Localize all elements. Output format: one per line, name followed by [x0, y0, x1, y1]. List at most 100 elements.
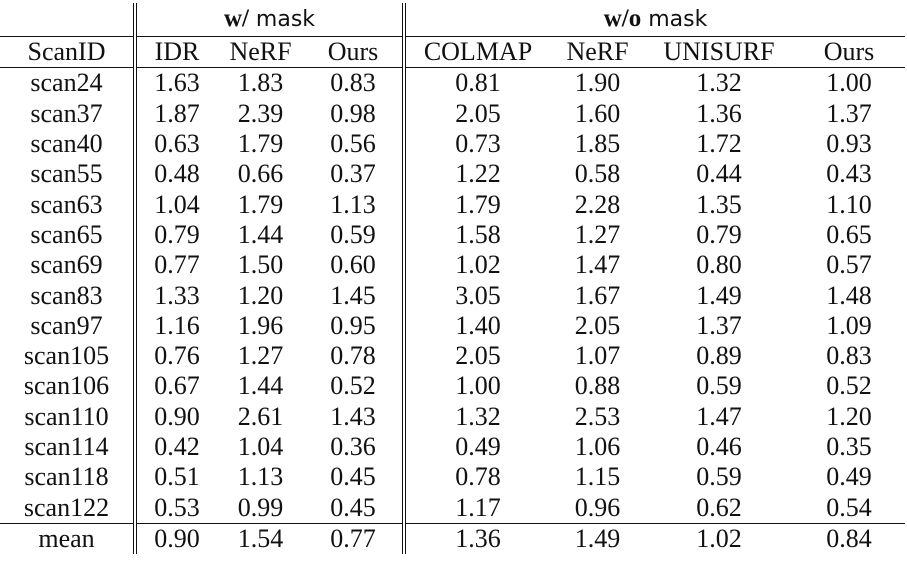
column-header-colmap: COLMAP	[404, 35, 550, 69]
value-cell: 1.00	[455, 371, 501, 401]
scan-id-cell: mean	[0, 522, 137, 555]
value-cell: 1.44	[237, 219, 284, 249]
table-row: scan105 0.76 1.27 0.78 2.05 1.07 0.89 0.83	[0, 340, 905, 372]
value-cell: 1.87	[154, 98, 200, 128]
scan-id-cell: scan65	[0, 219, 137, 251]
column-header-unisurf: UNISURF	[645, 35, 793, 69]
value-cell: 1.16	[154, 310, 200, 340]
value-cell: 0.90	[135, 522, 217, 555]
value-cell: 2.53	[574, 401, 621, 431]
value-cell: 0.80	[696, 250, 742, 280]
value-cell: 0.60	[304, 250, 406, 281]
column-header-ours-wo-mask: Ours	[793, 35, 906, 69]
value-cell: 0.59	[304, 219, 406, 251]
scan-id-cell: scan114	[0, 431, 137, 463]
value-cell: 0.77	[304, 522, 406, 555]
group-w-mask-rest: mask	[248, 7, 316, 32]
value-cell: 0.78	[455, 462, 501, 492]
group-wo-mask-bold: w/o	[603, 5, 642, 32]
value-cell: 1.58	[455, 219, 501, 249]
value-cell: 0.79	[696, 219, 742, 249]
results-table: w/ mask w/o mask ScanID IDR NeRF Ours CO…	[0, 3, 906, 555]
group-wo-mask-rest: mask	[641, 7, 708, 32]
value-cell: 0.42	[154, 432, 200, 461]
scan-id-cell: scan118	[0, 462, 137, 493]
value-cell: 1.02	[455, 250, 501, 280]
scan-id-cell: scan106	[0, 371, 137, 402]
value-cell: 0.99	[237, 492, 284, 522]
value-cell: 1.36	[404, 522, 550, 555]
value-cell: 0.98	[304, 98, 406, 129]
value-cell: 0.67	[154, 371, 200, 401]
mean-row: mean 0.90 1.54 0.77 1.36 1.49 1.02 0.84	[0, 522, 906, 555]
value-cell: 0.57	[826, 250, 872, 280]
value-cell: 1.47	[574, 250, 621, 280]
scan-id-cell: scan24	[0, 67, 137, 99]
value-cell: 0.51	[154, 462, 200, 492]
value-cell: 1.13	[237, 462, 284, 492]
value-cell: 0.52	[826, 371, 872, 401]
value-cell: 1.85	[574, 129, 621, 159]
value-cell: 1.27	[237, 341, 284, 371]
table-row: scan37 1.87 2.39 0.98 2.05 1.60 1.36 1.37	[0, 98, 905, 129]
value-cell: 0.49	[455, 432, 501, 461]
value-cell: 0.45	[304, 462, 406, 493]
value-cell: 1.67	[574, 280, 621, 310]
value-cell: 0.88	[574, 371, 621, 401]
value-cell: 1.37	[696, 310, 742, 340]
value-cell: 1.15	[574, 462, 621, 492]
scan-id-cell: scan63	[0, 189, 137, 220]
value-cell: 0.46	[696, 432, 742, 461]
value-cell: 1.35	[696, 189, 742, 219]
table-row: scan114 0.42 1.04 0.36 0.49 1.06 0.46 0.35	[0, 431, 905, 463]
value-cell: 1.79	[237, 189, 284, 219]
value-cell: 1.79	[455, 189, 501, 219]
value-cell: 1.22	[455, 159, 501, 189]
table-row: scan97 1.16 1.96 0.95 1.40 2.05 1.37 1.09	[0, 310, 905, 341]
scan-id-cell: scan83	[0, 280, 137, 311]
value-cell: 0.96	[574, 492, 621, 522]
group-header-row: w/ mask w/o mask	[0, 3, 905, 37]
value-cell: 0.62	[696, 492, 742, 522]
table-row: scan65 0.79 1.44 0.59 1.58 1.27 0.79 0.65	[0, 219, 905, 251]
table-row: scan110 0.90 2.61 1.43 1.32 2.53 1.47 1.20	[0, 401, 905, 432]
value-cell: 0.81	[455, 68, 501, 98]
value-cell: 0.45	[304, 492, 406, 524]
scan-id-cell: scan105	[0, 340, 137, 372]
column-header-idr: IDR	[135, 35, 217, 69]
column-header-nerf-wo-mask: NeRF	[550, 35, 645, 69]
value-cell: 1.44	[237, 371, 284, 401]
scan-id-cell: scan122	[0, 492, 137, 524]
table-row: scan106 0.67 1.44 0.52 1.00 0.88 0.59 0.52	[0, 371, 905, 402]
value-cell: 0.76	[154, 341, 200, 371]
value-cell: 2.39	[237, 98, 284, 128]
value-cell: 1.06	[574, 432, 621, 461]
value-cell: 1.20	[826, 401, 872, 431]
value-cell: 0.93	[826, 129, 872, 159]
value-cell: 1.48	[826, 280, 872, 310]
column-header-scanid: ScanID	[0, 35, 137, 69]
value-cell: 1.02	[645, 522, 793, 555]
value-cell: 1.54	[217, 522, 304, 555]
value-cell: 1.10	[826, 189, 872, 219]
value-cell: 1.04	[237, 432, 284, 461]
value-cell: 2.05	[455, 341, 501, 371]
value-cell: 1.32	[696, 68, 742, 98]
value-cell: 1.47	[696, 401, 742, 431]
column-header-row: ScanID IDR NeRF Ours COLMAP NeRF UNISURF…	[0, 35, 906, 69]
value-cell: 0.53	[154, 492, 200, 522]
column-header-nerf-w-mask: NeRF	[217, 35, 304, 69]
value-cell: 1.79	[237, 129, 284, 159]
value-cell: 0.78	[304, 340, 406, 372]
value-cell: 0.37	[304, 159, 406, 190]
scan-id-cell: scan110	[0, 401, 137, 432]
value-cell: 1.40	[455, 310, 501, 340]
value-cell: 1.27	[574, 219, 621, 249]
value-cell: 0.89	[696, 341, 742, 371]
value-cell: 1.09	[826, 310, 872, 340]
value-cell: 3.05	[455, 280, 501, 310]
value-cell: 1.60	[574, 98, 621, 128]
value-cell: 0.52	[304, 371, 406, 402]
value-cell: 1.20	[237, 280, 284, 310]
group-header-wo-mask: w/o mask	[404, 3, 905, 37]
